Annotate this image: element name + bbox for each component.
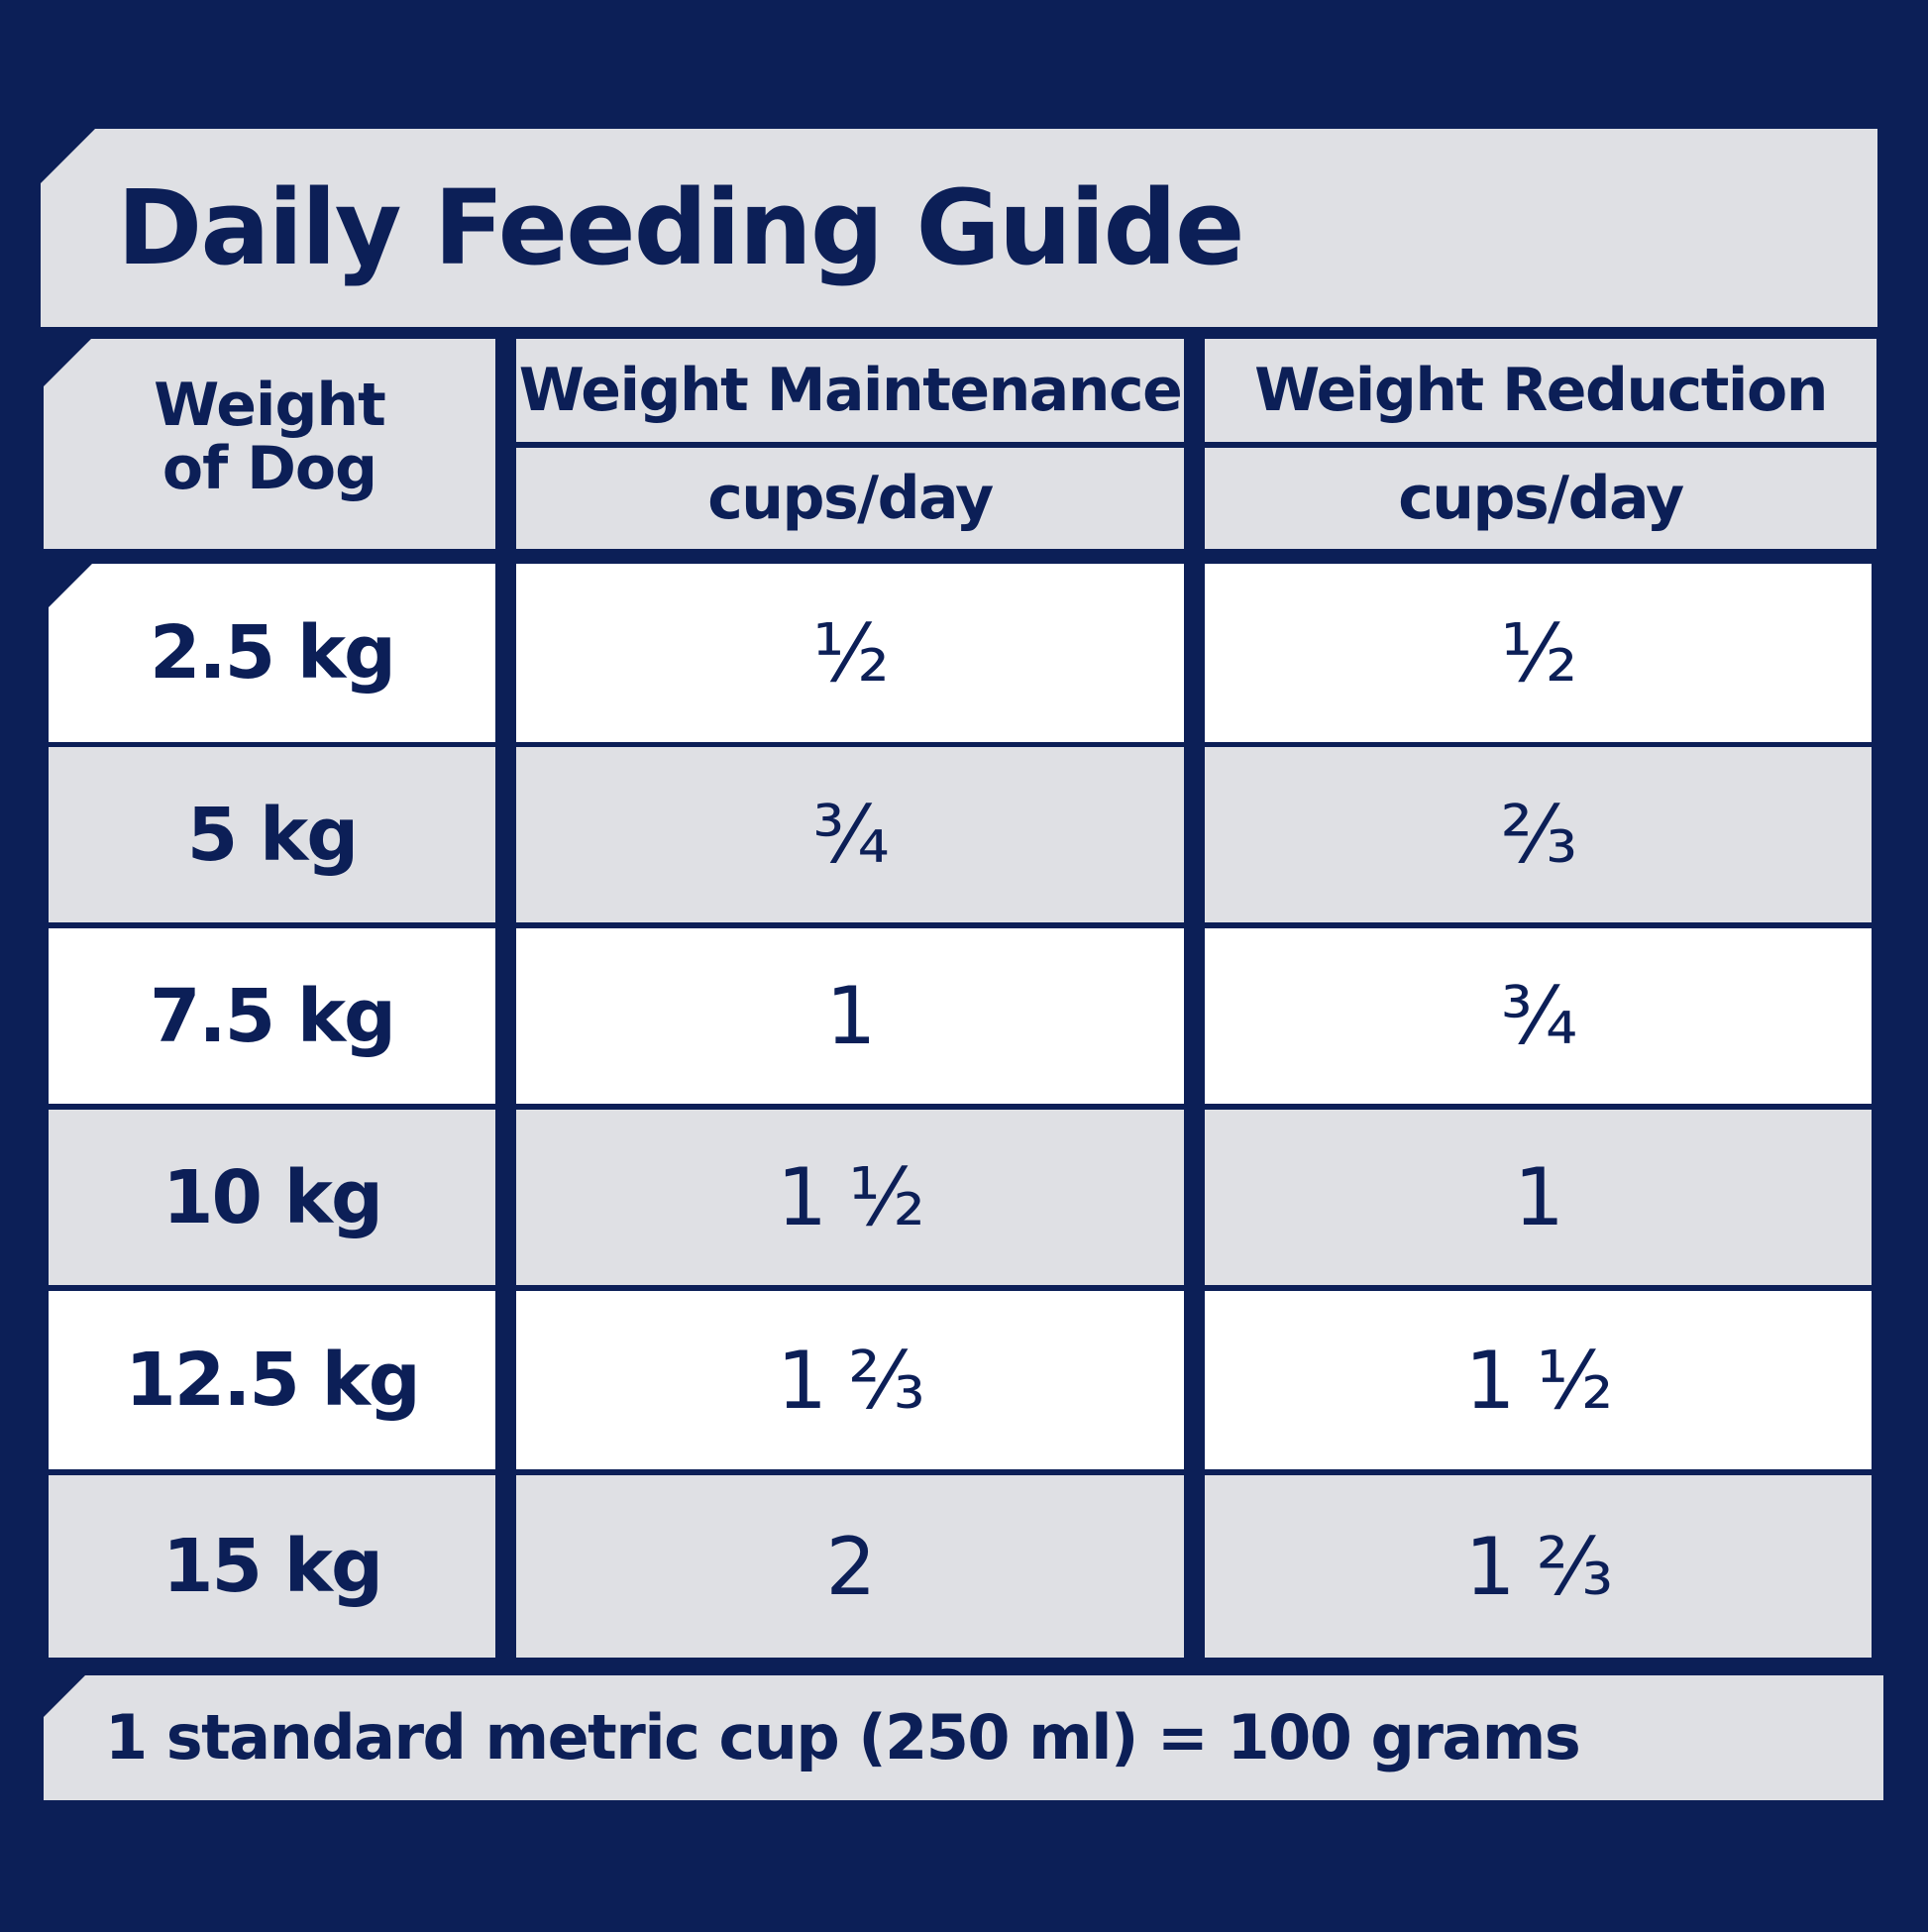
header-weight-of-dog: Weight of Dog — [44, 339, 495, 549]
table-cell-reduction: ½ — [1205, 564, 1872, 742]
cell-maintenance-text: ½ — [812, 606, 890, 699]
table-cell-reduction: 1 — [1205, 1110, 1872, 1285]
cell-reduction-text: ¾ — [1500, 970, 1578, 1062]
cell-reduction-text: 1 ½ — [1464, 1334, 1614, 1427]
title-bar: Daily Feeding Guide — [41, 129, 1877, 327]
table-cell-weight: 15 kg — [49, 1475, 495, 1658]
cell-reduction-text: 1 ⅔ — [1464, 1520, 1614, 1613]
table-cell-maintenance: ½ — [516, 564, 1184, 742]
footer-note: 1 standard metric cup (250 ml) = 100 gra… — [44, 1675, 1883, 1800]
table-cell-maintenance: 1 ⅔ — [516, 1291, 1184, 1469]
header-reduction-label: Weight Reduction — [1254, 356, 1828, 425]
header-weight-label: Weight of Dog — [44, 374, 495, 500]
header-reduction-unit-label: cups/day — [1398, 464, 1684, 533]
header-maintenance: Weight Maintenance — [516, 339, 1184, 442]
cell-weight-text: 2.5 kg — [149, 610, 396, 696]
table-cell-reduction: ⅔ — [1205, 747, 1872, 922]
table-cell-maintenance: ¾ — [516, 747, 1184, 922]
header-reduction-unit: cups/day — [1205, 448, 1876, 549]
table-cell-maintenance: 2 — [516, 1475, 1184, 1658]
table-cell-reduction: 1 ½ — [1205, 1291, 1872, 1469]
cell-weight-text: 10 kg — [162, 1154, 383, 1240]
table-cell-weight: 2.5 kg — [49, 564, 495, 742]
footer-text: 1 standard metric cup (250 ml) = 100 gra… — [105, 1701, 1581, 1773]
cell-weight-text: 5 kg — [186, 792, 359, 878]
header-maintenance-unit: cups/day — [516, 448, 1184, 549]
cell-maintenance-text: 1 ⅔ — [777, 1334, 925, 1427]
table-cell-reduction: 1 ⅔ — [1205, 1475, 1872, 1658]
cell-reduction-text: ⅔ — [1500, 789, 1578, 881]
header-reduction: Weight Reduction — [1205, 339, 1876, 442]
cell-maintenance-text: 1 ½ — [777, 1151, 925, 1243]
cell-weight-text: 12.5 kg — [125, 1338, 421, 1423]
table-cell-weight: 7.5 kg — [49, 928, 495, 1104]
cell-maintenance-text: 1 — [825, 970, 877, 1062]
cell-weight-text: 15 kg — [162, 1524, 383, 1609]
cell-reduction-text: ½ — [1500, 606, 1578, 699]
table-cell-maintenance: 1 — [516, 928, 1184, 1104]
table-cell-weight: 5 kg — [49, 747, 495, 922]
header-maintenance-unit-label: cups/day — [707, 464, 994, 533]
table-cell-maintenance: 1 ½ — [516, 1110, 1184, 1285]
table-cell-weight: 12.5 kg — [49, 1291, 495, 1469]
cell-maintenance-text: 2 — [825, 1520, 877, 1613]
table-cell-weight: 10 kg — [49, 1110, 495, 1285]
page-title: Daily Feeding Guide — [117, 167, 1245, 288]
header-maintenance-label: Weight Maintenance — [518, 356, 1183, 425]
header-weight-text: Weight of Dog — [154, 371, 386, 503]
cell-maintenance-text: ¾ — [812, 789, 890, 881]
table-cell-reduction: ¾ — [1205, 928, 1872, 1104]
cell-weight-text: 7.5 kg — [149, 973, 396, 1059]
cell-reduction-text: 1 — [1514, 1151, 1564, 1243]
